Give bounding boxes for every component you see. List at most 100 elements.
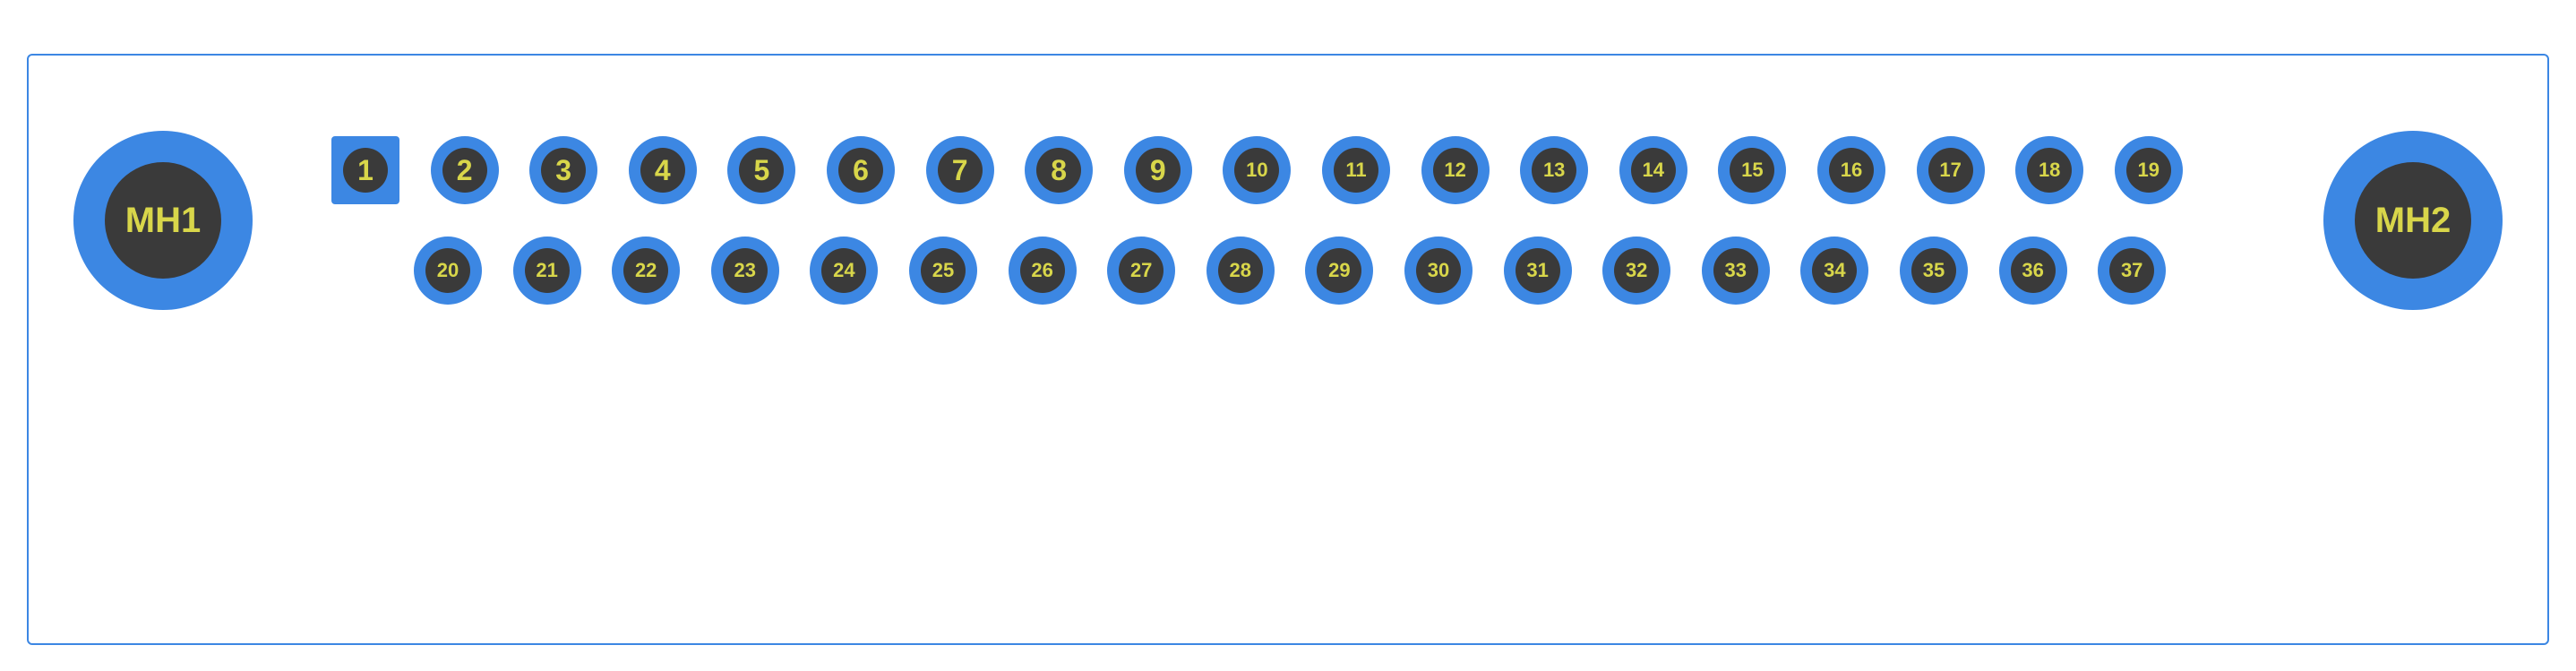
pin-37: 37 — [2098, 237, 2166, 305]
pin-30-label: 30 — [1428, 261, 1449, 280]
pin-18-drill: 18 — [2027, 148, 2072, 193]
pin-11-label: 11 — [1345, 160, 1366, 180]
mounting-hole-2: MH2 — [2323, 131, 2503, 310]
pin-8-drill: 8 — [1036, 148, 1081, 193]
pcb-footprint-canvas: MH1 MH2 1 2 3 4 5 6 7 8 9 10 11 12 13 14… — [0, 0, 2576, 671]
pin-10-label: 10 — [1246, 160, 1267, 180]
pin-34: 34 — [1800, 237, 1868, 305]
pin-9-drill: 9 — [1136, 148, 1181, 193]
pin-35-label: 35 — [1923, 261, 1945, 280]
pin-15-label: 15 — [1741, 160, 1763, 180]
pin-28-drill: 28 — [1218, 248, 1263, 293]
pin-21: 21 — [513, 237, 581, 305]
pin-18-label: 18 — [2039, 160, 2060, 180]
pin-6-drill: 6 — [838, 148, 883, 193]
pin-28: 28 — [1206, 237, 1275, 305]
pin-34-drill: 34 — [1812, 248, 1857, 293]
pin-33-label: 33 — [1725, 261, 1747, 280]
pin-26-drill: 26 — [1020, 248, 1065, 293]
pin-35: 35 — [1900, 237, 1968, 305]
pin-13-drill: 13 — [1532, 148, 1576, 193]
pin-37-label: 37 — [2121, 261, 2142, 280]
pin-15-drill: 15 — [1730, 148, 1774, 193]
pin-7: 7 — [926, 136, 994, 204]
pin-6-label: 6 — [853, 156, 869, 185]
pin-16: 16 — [1817, 136, 1885, 204]
pin-27: 27 — [1107, 237, 1175, 305]
pin-32-label: 32 — [1626, 261, 1647, 280]
pin-27-label: 27 — [1130, 261, 1152, 280]
pin-35-drill: 35 — [1911, 248, 1956, 293]
pin-13-label: 13 — [1543, 160, 1565, 180]
pin-12: 12 — [1421, 136, 1490, 204]
mounting-hole-1: MH1 — [73, 131, 253, 310]
pin-7-drill: 7 — [938, 148, 983, 193]
component-outline — [27, 54, 2549, 645]
pin-21-label: 21 — [536, 261, 557, 280]
pin-22-label: 22 — [635, 261, 657, 280]
pin-9-label: 9 — [1150, 156, 1166, 185]
pin-22-drill: 22 — [623, 248, 668, 293]
pin-15: 15 — [1718, 136, 1786, 204]
pin-3-drill: 3 — [541, 148, 586, 193]
pin-23-label: 23 — [734, 261, 756, 280]
pin-24-label: 24 — [833, 261, 854, 280]
pin-29: 29 — [1305, 237, 1373, 305]
pin-31-drill: 31 — [1516, 248, 1560, 293]
pin-17: 17 — [1917, 136, 1985, 204]
pin-7-label: 7 — [952, 156, 968, 185]
pin-32-drill: 32 — [1614, 248, 1659, 293]
pin-20-label: 20 — [437, 261, 459, 280]
pin-12-label: 12 — [1444, 160, 1465, 180]
mounting-hole-1-label: MH1 — [125, 202, 201, 238]
pin-5-drill: 5 — [739, 148, 784, 193]
pin-11-drill: 11 — [1334, 148, 1378, 193]
pin-29-drill: 29 — [1317, 248, 1361, 293]
pin-30: 30 — [1404, 237, 1473, 305]
pin-11: 11 — [1322, 136, 1390, 204]
pin-30-drill: 30 — [1416, 248, 1461, 293]
pin-3: 3 — [529, 136, 597, 204]
pin-4-label: 4 — [655, 156, 671, 185]
pin-19-drill: 19 — [2126, 148, 2171, 193]
pin-32: 32 — [1602, 237, 1670, 305]
pin-33-drill: 33 — [1713, 248, 1758, 293]
pin-14-label: 14 — [1643, 160, 1664, 180]
mounting-hole-1-drill: MH1 — [105, 162, 221, 279]
pin-18: 18 — [2015, 136, 2083, 204]
pin-20: 20 — [414, 237, 482, 305]
pin-23-drill: 23 — [723, 248, 768, 293]
pin-26-label: 26 — [1031, 261, 1052, 280]
pin-10: 10 — [1223, 136, 1291, 204]
pin-5: 5 — [727, 136, 795, 204]
pin-19: 19 — [2115, 136, 2183, 204]
pin-28-label: 28 — [1230, 261, 1251, 280]
pin-16-drill: 16 — [1829, 148, 1874, 193]
pin-23: 23 — [711, 237, 779, 305]
pin-25: 25 — [909, 237, 977, 305]
pin-6: 6 — [827, 136, 895, 204]
pin-26: 26 — [1009, 237, 1077, 305]
mounting-hole-2-label: MH2 — [2375, 202, 2451, 238]
pin-31: 31 — [1504, 237, 1572, 305]
pin-1: 1 — [331, 136, 399, 204]
pin-16-label: 16 — [1841, 160, 1862, 180]
pin-9: 9 — [1124, 136, 1192, 204]
pin-1-drill: 1 — [343, 148, 388, 193]
pin-17-label: 17 — [1939, 160, 1961, 180]
pin-4-drill: 4 — [640, 148, 685, 193]
pin-5-label: 5 — [753, 156, 769, 185]
pin-2-label: 2 — [457, 156, 473, 185]
pin-36: 36 — [1999, 237, 2067, 305]
pin-14: 14 — [1619, 136, 1687, 204]
pin-3-label: 3 — [555, 156, 571, 185]
pin-29-label: 29 — [1328, 261, 1350, 280]
pin-24-drill: 24 — [821, 248, 866, 293]
pin-17-drill: 17 — [1928, 148, 1973, 193]
pin-25-label: 25 — [932, 261, 954, 280]
pin-37-drill: 37 — [2109, 248, 2154, 293]
pin-2-drill: 2 — [442, 148, 487, 193]
pin-4: 4 — [629, 136, 697, 204]
pin-13: 13 — [1520, 136, 1588, 204]
pin-20-drill: 20 — [425, 248, 470, 293]
